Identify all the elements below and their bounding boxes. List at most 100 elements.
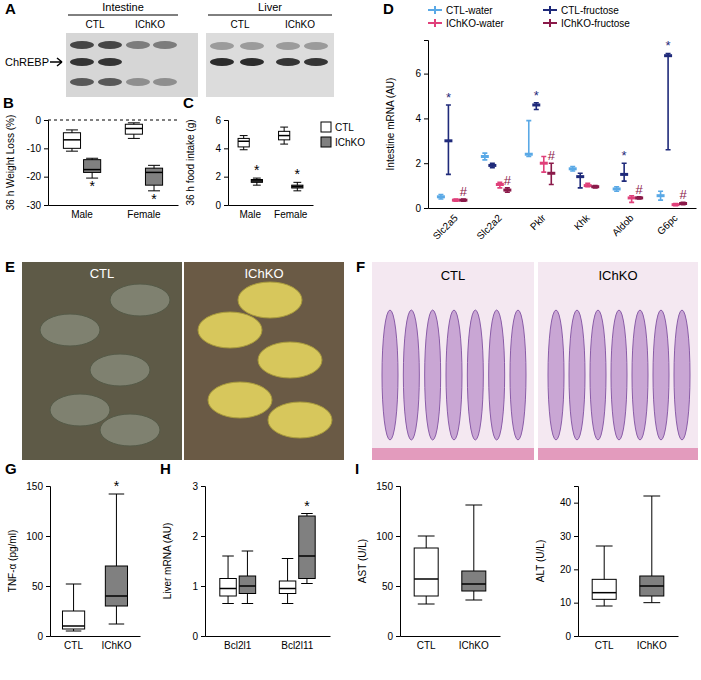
error-bar xyxy=(622,163,627,181)
significance: * xyxy=(295,166,301,182)
box xyxy=(105,566,127,606)
band xyxy=(98,41,122,49)
x-tick: CTL xyxy=(64,640,83,651)
y-axis-title: ALT (U/L) xyxy=(535,540,546,582)
x-tick: IChKO xyxy=(459,640,489,651)
significance: * xyxy=(304,498,310,514)
mean-mark xyxy=(532,103,540,106)
tick-mark xyxy=(424,163,428,164)
y-axis: 0246 xyxy=(215,115,228,211)
box xyxy=(238,138,249,147)
tick-label: 50 xyxy=(32,581,44,592)
y-tick: 0 xyxy=(565,631,578,642)
tick-label: Male xyxy=(71,209,93,220)
villus xyxy=(674,310,690,440)
tick-label: Female xyxy=(274,209,308,220)
tick-label: -10 xyxy=(27,143,42,154)
zero-line xyxy=(48,120,178,121)
median xyxy=(63,139,80,141)
annotations: ** xyxy=(89,178,157,207)
tick-label: IChKO xyxy=(637,640,667,651)
intestine-loop xyxy=(268,402,332,438)
band xyxy=(276,58,300,66)
significance: # xyxy=(460,184,468,199)
tick-mark xyxy=(46,586,50,587)
mean-mark xyxy=(452,199,460,202)
mean-mark xyxy=(481,155,489,158)
x-tick: Slc2a2 xyxy=(474,212,504,242)
tick-label: Slc2a5 xyxy=(431,212,461,242)
tick-mark xyxy=(201,536,205,537)
band xyxy=(70,58,94,66)
panel: MaleFemale0-10-20-3036 h Weight Loss (%)… xyxy=(5,115,179,220)
box xyxy=(125,124,142,134)
y-tick: 6 xyxy=(215,115,228,126)
x-tick: CTL xyxy=(595,640,614,651)
tick-mark xyxy=(224,177,228,178)
photo-bg xyxy=(538,262,698,460)
significance: * xyxy=(254,162,260,178)
tick-mark xyxy=(396,486,400,487)
box xyxy=(462,571,486,591)
y-tick: 0 xyxy=(387,631,400,642)
axis-line xyxy=(574,487,579,637)
mean-mark xyxy=(591,185,599,188)
y-tick: 50 xyxy=(32,581,50,592)
panel-letter: A xyxy=(5,0,16,17)
tick-label: 4 xyxy=(415,113,421,124)
median xyxy=(84,169,101,171)
tick-mark xyxy=(424,208,428,209)
median xyxy=(462,583,486,585)
tick-label: Pklr xyxy=(528,212,548,232)
y-axis-title: 36 h Weight Loss (%) xyxy=(5,115,16,210)
x-axis: CTL IChKO xyxy=(579,637,679,652)
tick-label: 0 xyxy=(415,203,421,214)
box xyxy=(279,131,290,140)
villus xyxy=(611,310,627,440)
mean-mark xyxy=(444,139,452,142)
median xyxy=(299,555,315,557)
tick-mark xyxy=(574,536,578,537)
band xyxy=(304,58,328,66)
panel: MaleFemale024636 h food intake (g)** xyxy=(185,115,314,220)
tick-label: Male xyxy=(239,209,261,220)
y-tick: 0 xyxy=(35,115,48,126)
tick-label: CTL xyxy=(417,640,436,651)
legend-label: CTL-fructose xyxy=(561,5,619,16)
axis-line xyxy=(401,636,501,637)
tick-label: 0 xyxy=(37,631,43,642)
legend-swatch xyxy=(543,19,557,27)
lane-label: CTL xyxy=(86,19,105,30)
band xyxy=(98,58,122,66)
intestine-loop xyxy=(90,354,150,386)
mean-mark xyxy=(679,202,687,205)
significance: * xyxy=(446,90,451,105)
y-axis-title: TNF-α (pg/ml) xyxy=(7,530,18,592)
x-tick: CTL xyxy=(417,640,436,651)
y-axis-title: AST (U/L) xyxy=(357,539,368,583)
median xyxy=(62,625,84,627)
tick-label: IChKO xyxy=(101,640,131,651)
legend: CTL-waterCTL-fructoseIChKO-waterIChKO-fr… xyxy=(428,5,630,29)
intestine-loop xyxy=(50,394,110,426)
significance: # xyxy=(679,187,687,202)
muscle-layer xyxy=(372,448,534,460)
villus xyxy=(489,310,505,440)
mean-mark xyxy=(657,194,665,197)
axis-line xyxy=(206,636,331,637)
y-tick: 2 xyxy=(192,531,205,542)
photo-bg xyxy=(184,262,344,460)
mean-mark xyxy=(635,196,643,199)
tick-mark xyxy=(44,148,48,149)
mean-mark xyxy=(620,173,628,176)
intestine-loop xyxy=(208,382,272,418)
villus xyxy=(510,310,526,440)
tick-mark xyxy=(224,148,228,149)
tick-label: 30 xyxy=(560,531,572,542)
y-axis: 0246 xyxy=(415,41,428,214)
tick-mark xyxy=(46,636,50,637)
legend: CTLIChKO xyxy=(321,122,365,148)
panel: Slc2a5Slc2a2PklrKhkAldobG6pc0246Intestin… xyxy=(385,38,697,241)
x-tick: Khk xyxy=(572,212,593,233)
tick-label: 2 xyxy=(415,158,421,169)
